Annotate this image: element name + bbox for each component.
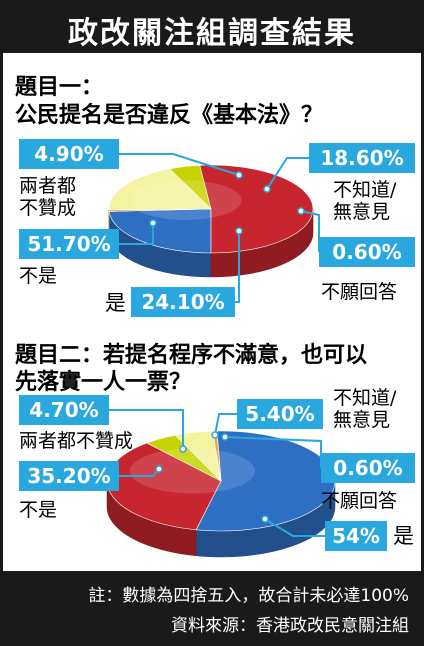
label-neither-1: 兩者都 不贊成	[19, 175, 77, 219]
pie1-slice-yes	[108, 208, 212, 254]
pie2-slice-no	[106, 442, 222, 531]
leader-line	[119, 223, 154, 245]
label-refuse-2: 不願回答	[321, 490, 398, 512]
label-neither-2: 兩者都不贊成	[19, 430, 134, 452]
pie2-slice-yes	[195, 430, 336, 532]
question-2-text-line2: 先落實一人一票？	[15, 369, 192, 395]
label-dontknow-2: 不知道/ 無意見	[333, 387, 397, 431]
footer-note: 註：數據為四捨五入，故合計未必達100%	[88, 586, 409, 606]
leader-dot	[235, 171, 243, 179]
leader-dot	[149, 219, 157, 227]
charts-canvas	[106, 153, 336, 558]
value-box-dontknow-1: 18.60%	[309, 143, 415, 173]
leader-dot	[263, 185, 271, 193]
leader-line	[109, 409, 184, 449]
value-box-dontknow-2: 5.40%	[237, 399, 323, 429]
leader-line	[235, 231, 240, 303]
pie1-highlight	[129, 180, 242, 220]
leader-line	[119, 153, 240, 176]
question-1-number: 題目一：	[15, 74, 104, 100]
question-1-text: 公民提名是否違反《基本法》？	[15, 102, 324, 128]
question-2-text-line1: 題目二：若提名程序不滿意，也可以	[15, 342, 368, 368]
leader-dot	[179, 445, 187, 453]
leader-dot	[155, 465, 163, 473]
page-title: 政改關注組調查結果	[68, 16, 356, 51]
leader-dot	[235, 227, 243, 235]
leader-dot	[221, 433, 229, 441]
leader-dot	[261, 515, 269, 523]
value-box-refuse-1: 0.60%	[319, 237, 415, 267]
pie2-highlight	[129, 448, 256, 494]
value-box-no-2: 35.20%	[19, 461, 119, 491]
leader-line	[266, 157, 309, 190]
leader-line	[214, 413, 237, 436]
leader-line	[264, 518, 325, 537]
label-no-2: 不是	[19, 499, 58, 521]
title-bar: 政改關注組調查結果	[3, 3, 421, 53]
value-box-no-1: 51.70%	[19, 229, 119, 259]
label-no-1: 不是	[19, 265, 58, 287]
leader-dot	[297, 207, 305, 215]
leader-dot	[211, 431, 219, 439]
value-box-yes-1: 24.10%	[131, 287, 235, 317]
label-dontknow-1: 不知道/ 無意見	[333, 179, 397, 223]
pie1-slice-dontknow	[108, 168, 212, 211]
label-yes-1: 是	[105, 291, 126, 315]
label-refuse-1: 不願回答	[321, 281, 398, 303]
pie1-slice-no	[199, 164, 314, 254]
label-yes-2: 是	[393, 524, 414, 548]
footer: 註：數據為四捨五入，故合計未必達100% 資料來源：香港政改民意關注組	[3, 571, 421, 643]
value-box-neither-1: 4.90%	[19, 139, 119, 169]
footer-source: 資料來源：香港政改民意關注組	[171, 616, 409, 636]
value-box-yes-2: 54%	[325, 521, 387, 551]
value-box-neither-2: 4.70%	[19, 395, 109, 425]
value-box-refuse-2: 0.60%	[321, 453, 415, 483]
